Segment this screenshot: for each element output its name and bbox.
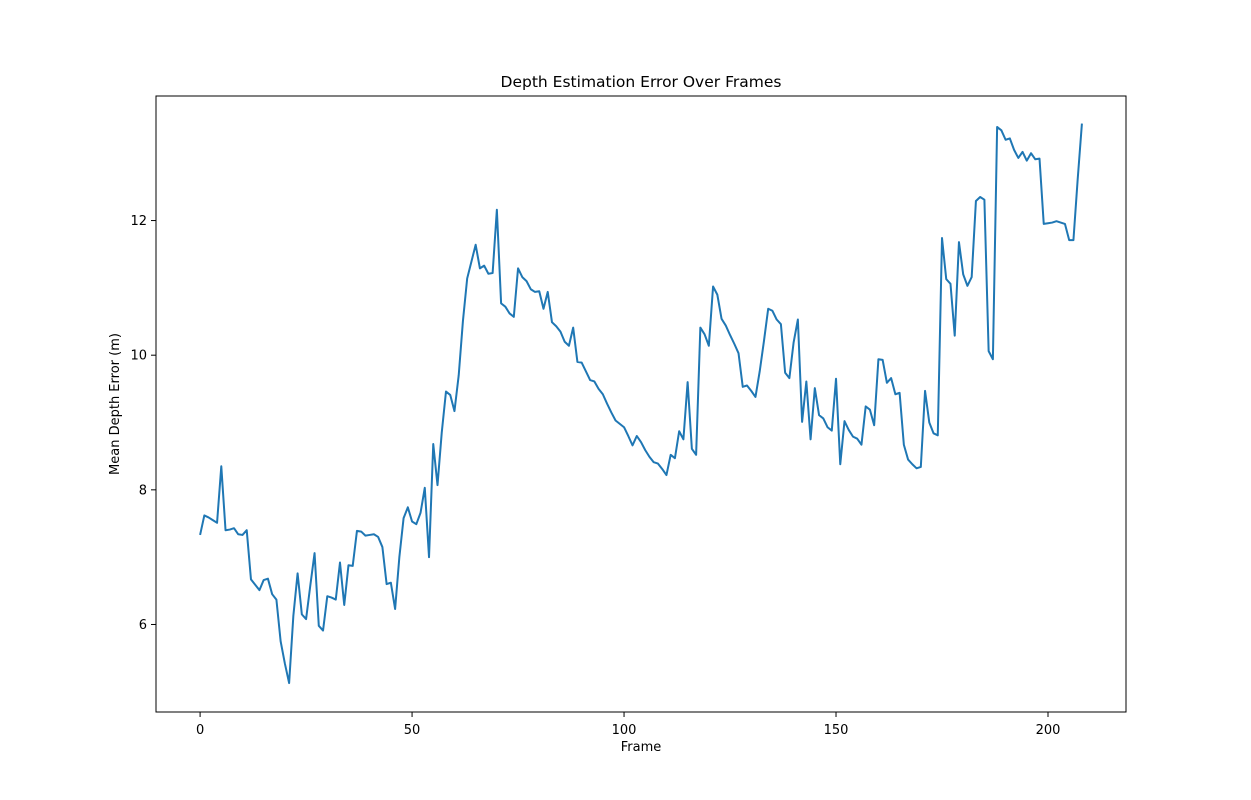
x-axis-title: Frame — [621, 740, 662, 755]
y-tick-label: 6 — [139, 618, 147, 633]
ticks-layer: 0 50 100 150 200 6 8 10 12 — [130, 214, 1060, 738]
y-tick-label: 8 — [139, 483, 147, 498]
x-tick-label: 150 — [824, 723, 849, 738]
chart-title: Depth Estimation Error Over Frames — [501, 73, 782, 91]
x-tick-label: 200 — [1036, 723, 1061, 738]
plot-layer — [156, 96, 1126, 712]
y-tick-label: 10 — [130, 349, 147, 364]
x-tick-label: 100 — [612, 723, 637, 738]
plot-area — [156, 96, 1126, 712]
x-tick-label: 50 — [404, 723, 421, 738]
y-tick-label: 12 — [130, 214, 147, 229]
series-layer — [199, 123, 1083, 685]
axes-frame — [155, 95, 1127, 713]
series-line-0 — [199, 123, 1083, 685]
axes-layer — [155, 95, 1127, 713]
x-tick-label: 0 — [196, 723, 204, 738]
y-axis-title: Mean Depth Error (m) — [108, 333, 123, 475]
